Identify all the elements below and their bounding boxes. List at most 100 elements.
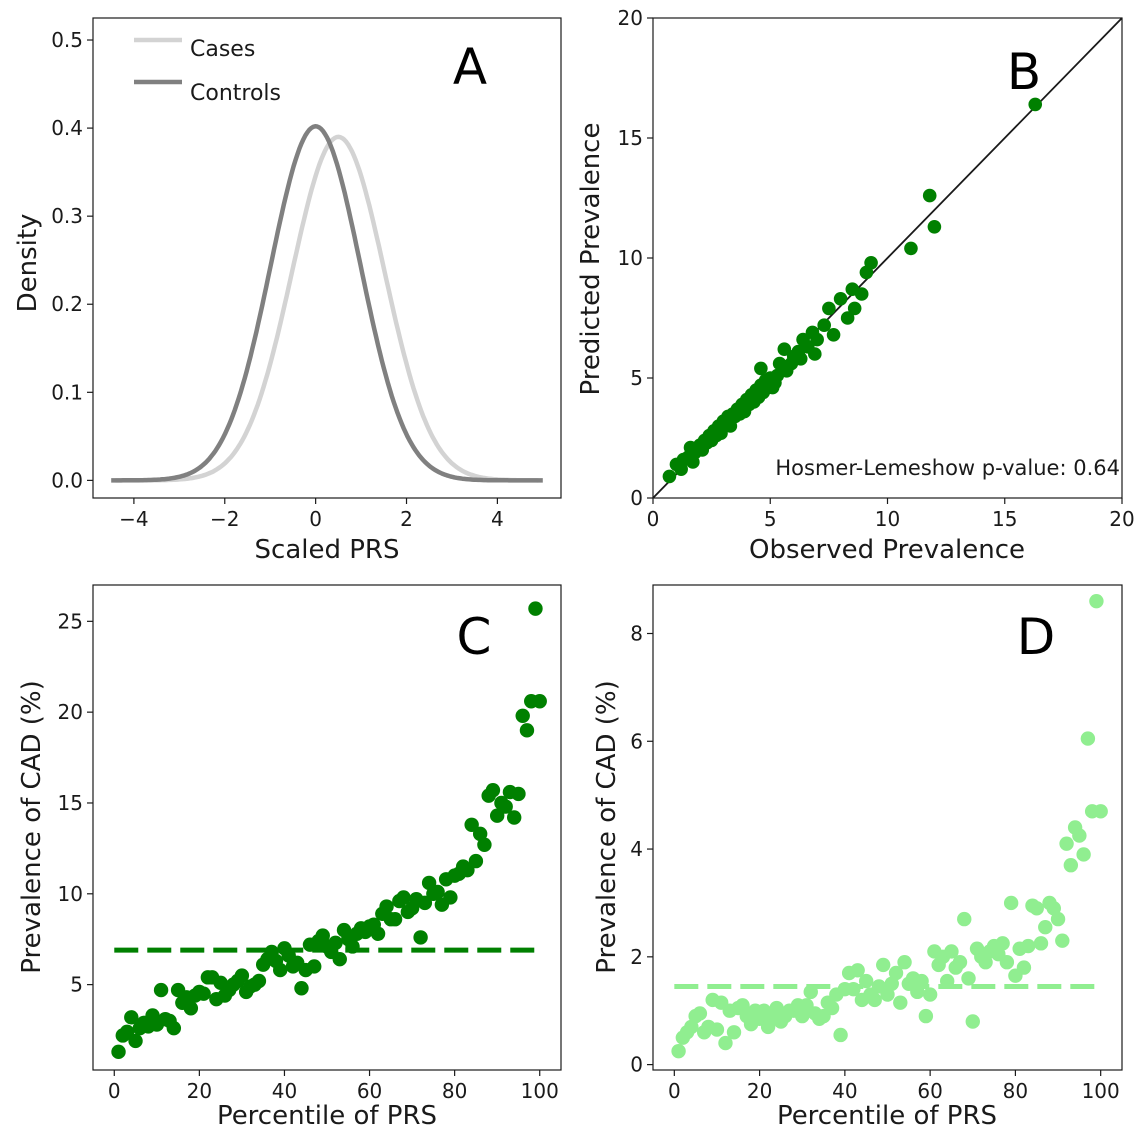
data-point — [1050, 911, 1066, 927]
data-point — [421, 875, 437, 891]
x-tick-label: 40 — [272, 1079, 297, 1103]
panel-b-calibration-plot: Observed Prevalence Predicted Prevalence… — [576, 6, 1135, 565]
data-point — [485, 783, 501, 798]
plot-frame — [92, 17, 562, 499]
data-point — [1016, 960, 1032, 975]
data-point — [864, 255, 878, 270]
data-point — [965, 1014, 980, 1029]
data-point — [904, 241, 918, 256]
data-point — [718, 1035, 733, 1051]
y-tick-label: 0.2 — [51, 292, 83, 316]
data-point — [918, 1008, 934, 1024]
data-point — [995, 936, 1010, 951]
data-point — [833, 292, 848, 306]
data-point — [196, 986, 211, 1001]
x-tick-label: 20 — [187, 1079, 212, 1103]
data-point — [847, 301, 862, 316]
data-point — [430, 884, 445, 900]
data-point — [477, 837, 492, 852]
y-axis-label: Density — [13, 214, 43, 313]
x-tick-label: 15 — [992, 507, 1017, 531]
x-tick-label: −4 — [119, 507, 148, 531]
x-tick-label: 80 — [1003, 1079, 1028, 1103]
data-point — [760, 1019, 776, 1035]
data-point — [443, 890, 458, 905]
data-point — [1029, 901, 1044, 916]
data-point — [876, 957, 891, 973]
data-point — [294, 981, 309, 996]
data-point — [854, 287, 869, 301]
data-point — [793, 352, 808, 366]
data-point — [897, 955, 912, 970]
data-point — [519, 723, 535, 738]
data-point — [124, 1010, 139, 1025]
data-point — [671, 1043, 686, 1059]
y-axis-label: Prevalence of CAD (%) — [592, 680, 622, 973]
data-point — [684, 1019, 699, 1035]
data-point — [765, 380, 780, 395]
data-point — [1063, 858, 1079, 873]
data-point — [846, 981, 861, 997]
data-point — [1033, 936, 1049, 951]
data-point — [119, 1024, 135, 1040]
x-tick-label: 40 — [832, 1079, 857, 1103]
y-axis-label: Prevalence of CAD (%) — [17, 680, 47, 973]
data-point — [726, 1025, 742, 1040]
data-point — [808, 347, 822, 361]
x-tick-label: 100 — [521, 1079, 559, 1103]
x-tick-label: 0 — [647, 507, 660, 531]
y-tick-label: 0 — [630, 1053, 643, 1077]
data-point — [803, 984, 818, 1000]
data-point — [332, 951, 347, 967]
data-point — [472, 826, 488, 842]
y-tick-label: 10 — [618, 246, 643, 270]
hosmer-lemeshow-annotation: Hosmer-Lemeshow p-value: 0.64 — [775, 456, 1120, 480]
y-tick-label: 8 — [630, 622, 643, 646]
x-axis-label: Scaled PRS — [255, 535, 400, 565]
data-point — [922, 987, 938, 1002]
cases-density-curve — [115, 134, 539, 483]
x-tick-label: −2 — [210, 507, 239, 531]
data-point — [944, 944, 959, 959]
data-point — [507, 810, 522, 825]
data-point — [952, 955, 968, 970]
data-point — [927, 220, 942, 234]
data-point — [515, 708, 530, 723]
y-tick-label: 0.3 — [51, 204, 83, 228]
data-point — [978, 955, 993, 970]
x-tick-label: 10 — [875, 507, 900, 531]
x-tick-label: 0 — [309, 507, 322, 531]
data-point — [910, 984, 925, 1000]
y-tick-label: 20 — [618, 6, 643, 30]
data-point — [810, 332, 824, 347]
data-point — [1003, 895, 1019, 911]
data-point — [166, 1021, 182, 1036]
x-tick-label: 0 — [668, 1079, 681, 1103]
data-point — [914, 973, 929, 989]
data-point — [795, 1008, 810, 1024]
data-point — [893, 995, 908, 1010]
legend-cases-label: Cases — [190, 37, 255, 62]
data-point — [307, 959, 322, 974]
data-point — [273, 962, 288, 978]
data-point — [826, 328, 841, 342]
x-axis-label: Percentile of PRS — [217, 1101, 437, 1129]
y-tick-label: 15 — [618, 126, 643, 150]
data-point — [824, 1000, 840, 1016]
x-tick-label: 2 — [400, 507, 413, 531]
data-point — [880, 987, 895, 1002]
x-axis-label: Percentile of PRS — [777, 1101, 997, 1129]
x-tick-label: 5 — [764, 507, 777, 531]
data-point — [1076, 847, 1091, 862]
data-point — [840, 311, 855, 325]
panel-c-prevalence-scatter: Percentile of PRS Prevalence of CAD (%) … — [17, 584, 562, 1129]
y-tick-label: 5 — [630, 366, 643, 390]
data-point — [417, 895, 433, 911]
data-point — [957, 911, 972, 927]
x-tick-label: 60 — [357, 1079, 382, 1103]
data-point — [345, 939, 360, 954]
data-point — [234, 968, 250, 983]
panel-d-prevalence-scatter: Percentile of PRS Prevalence of CAD (%) … — [592, 584, 1123, 1129]
data-point — [888, 965, 904, 981]
data-point — [777, 342, 792, 357]
